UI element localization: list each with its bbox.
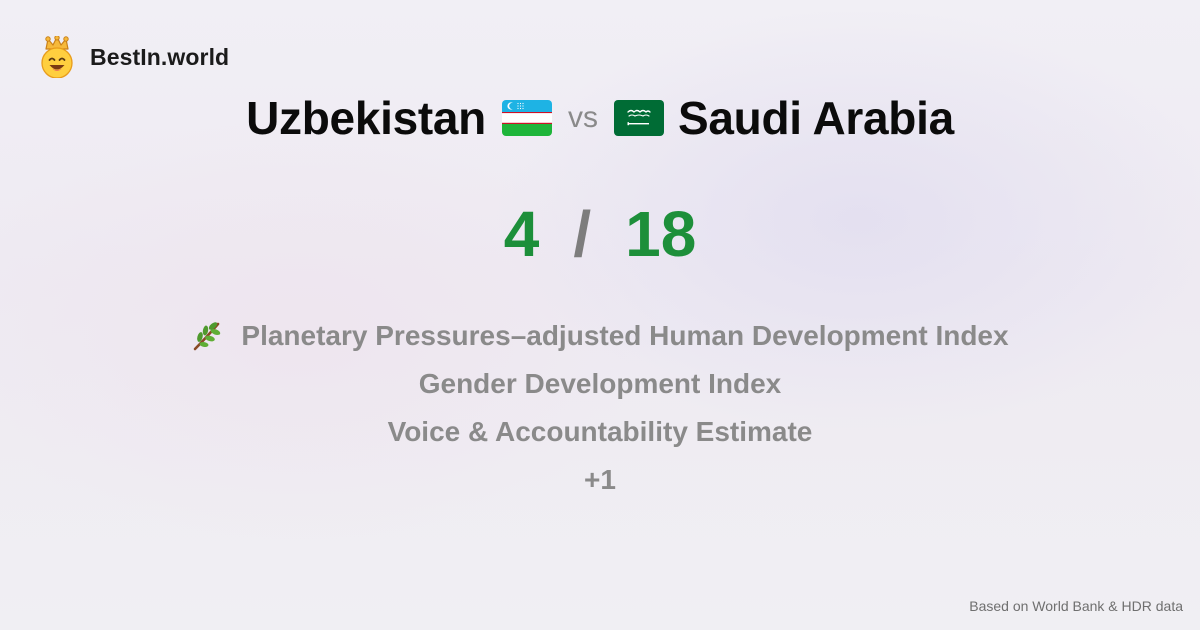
score-display: 4 / 18: [0, 196, 1200, 272]
brand-name: BestIn.world: [90, 43, 230, 70]
country-b-name[interactable]: Saudi Arabia: [677, 92, 954, 144]
metric-label: Gender Development Index: [418, 368, 782, 399]
crown-smiley-icon: [41, 36, 73, 78]
comparison-title: Uzbekistan vs Saudi Arabia: [0, 88, 1200, 148]
metric-item[interactable]: Planetary Pressures–adjusted Human Devel…: [191, 312, 1009, 360]
uzbekistan-flag-icon: [501, 100, 552, 136]
more-metrics-label: +1: [584, 464, 616, 495]
herb-icon: [194, 322, 221, 351]
more-metrics-count[interactable]: +1: [584, 456, 616, 504]
saudi-arabia-flag-icon: [613, 100, 664, 136]
score-separator: /: [573, 198, 592, 270]
metric-item[interactable]: Gender Development Index: [419, 360, 782, 408]
country-a-name[interactable]: Uzbekistan: [246, 92, 486, 144]
metric-label: Voice & Accountability Estimate: [387, 416, 813, 447]
vs-label: vs: [567, 101, 598, 134]
metric-item[interactable]: Voice & Accountability Estimate: [388, 408, 813, 456]
brand[interactable]: BestIn.world: [38, 36, 229, 78]
metrics-list: Planetary Pressures–adjusted Human Devel…: [0, 312, 1200, 504]
score-a: 4: [503, 198, 540, 270]
data-source-note: Based on World Bank & HDR data: [969, 598, 1183, 614]
score-b: 18: [625, 198, 697, 270]
metric-label: Planetary Pressures–adjusted Human Devel…: [241, 320, 1009, 351]
